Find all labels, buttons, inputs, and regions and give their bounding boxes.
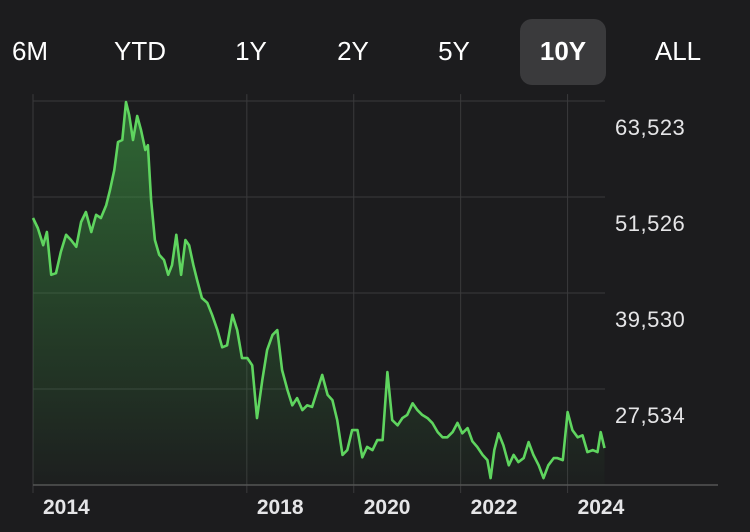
x-tick-label: 2020 bbox=[364, 496, 411, 519]
x-tick-label: 2014 bbox=[43, 496, 90, 519]
range-tabs: 6M YTD 1Y 2Y 5Y 10Y ALL bbox=[12, 19, 701, 85]
y-tick-label: 27,534 bbox=[615, 403, 685, 428]
range-tab[interactable]: YTD bbox=[114, 36, 166, 66]
range-tab[interactable]: 2Y bbox=[337, 36, 369, 66]
range-tab[interactable]: ALL bbox=[655, 36, 701, 66]
x-tick-label: 2022 bbox=[471, 496, 518, 519]
y-tick-label: 39,530 bbox=[615, 307, 685, 332]
x-tick-label: 2024 bbox=[578, 496, 625, 519]
y-tick-label: 63,523 bbox=[615, 115, 685, 140]
plot bbox=[31, 100, 606, 485]
area-fill bbox=[33, 102, 605, 485]
range-tab[interactable]: 5Y bbox=[438, 36, 470, 66]
price-line bbox=[31, 100, 606, 480]
range-tab[interactable]: 6M bbox=[12, 36, 48, 66]
y-tick-label: 51,526 bbox=[615, 211, 685, 236]
range-tab[interactable]: 10Y bbox=[540, 36, 586, 66]
x-tick-label: 2018 bbox=[257, 496, 304, 519]
range-tab[interactable]: 1Y bbox=[235, 36, 267, 66]
axis-labels: 27,534 39,530 51,526 63,523 2014 2018 2020 2022… bbox=[43, 115, 685, 519]
selected-tab-bg bbox=[520, 19, 606, 85]
